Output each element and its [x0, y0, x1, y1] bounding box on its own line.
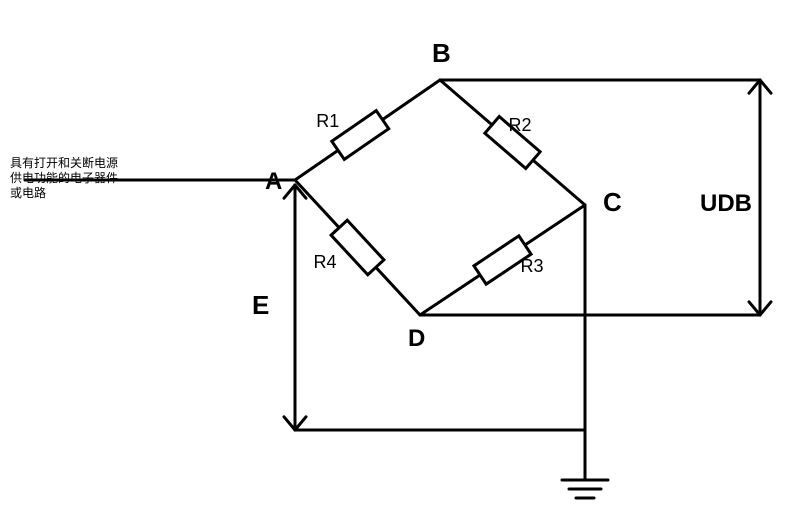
side-text-line: 供电功能的电子器件: [10, 171, 118, 186]
node-label-b: B: [432, 38, 451, 69]
resistor-label-r4: R4: [314, 252, 337, 273]
resistor-label-r2: R2: [509, 115, 532, 136]
side-text-line: 具有打开和关断电源: [10, 156, 118, 171]
resistor-label-r3: R3: [521, 256, 544, 277]
measurement-label-e: E: [252, 290, 269, 321]
node-label-a: A: [265, 168, 282, 196]
measurement-label-udb: UDB: [700, 190, 752, 218]
circuit-diagram: A B C D R1 R2 R3 R4 E UDB 具有打开和关断电源 供电功能…: [0, 0, 803, 524]
side-text-line: 或电路: [10, 186, 118, 201]
resistor-label-r1: R1: [316, 111, 339, 132]
circuit-svg: [0, 0, 803, 524]
node-label-d: D: [408, 325, 425, 353]
node-label-c: C: [603, 187, 622, 218]
power-source-description: 具有打开和关断电源 供电功能的电子器件 或电路: [10, 156, 118, 201]
